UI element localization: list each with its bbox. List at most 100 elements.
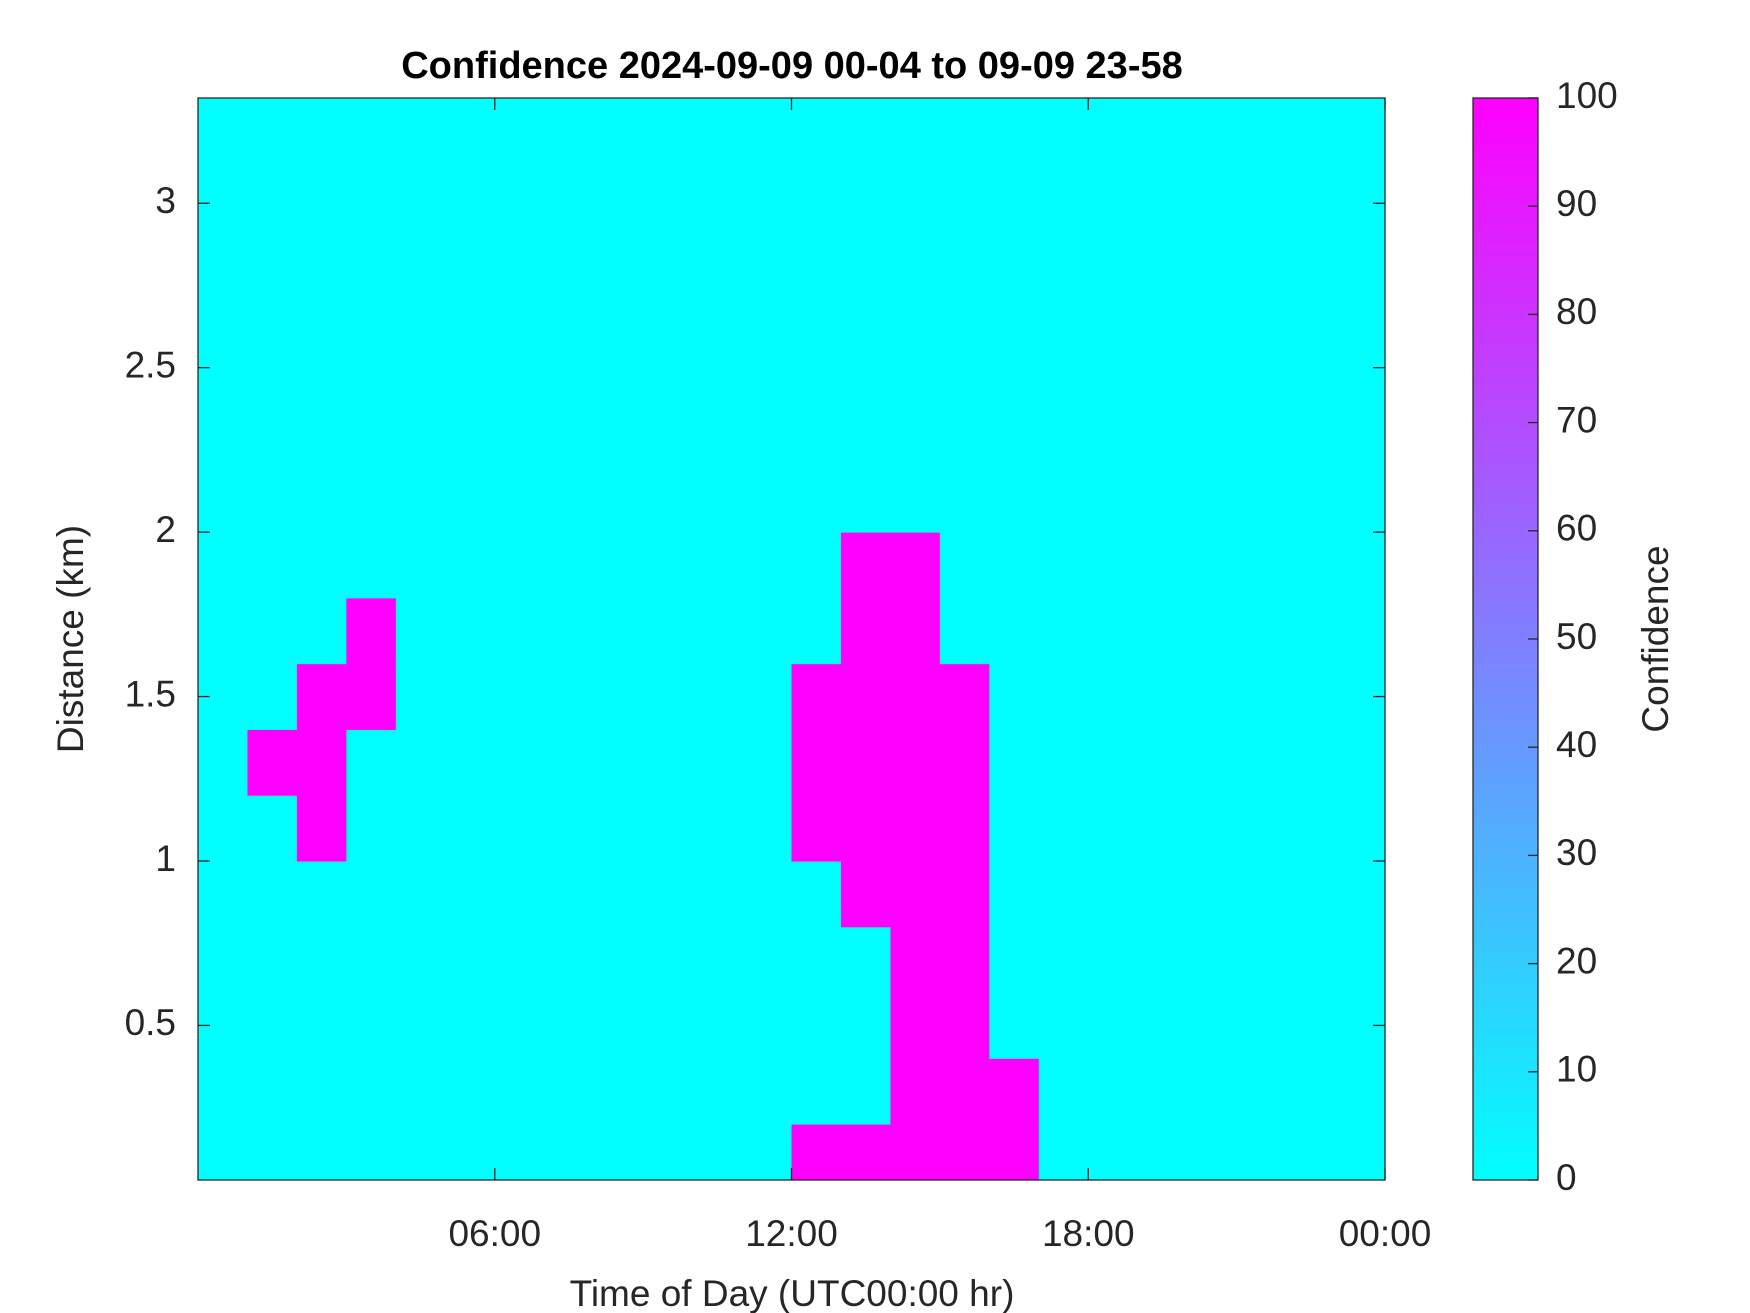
heatmap-cell bbox=[1088, 729, 1139, 796]
heatmap-cell bbox=[593, 860, 644, 928]
heatmap-cell bbox=[395, 334, 446, 402]
heatmap-cell bbox=[1187, 269, 1238, 336]
heatmap-cell bbox=[1236, 992, 1287, 1059]
colorbar-tick-label: 30 bbox=[1556, 832, 1597, 873]
heatmap-cell bbox=[939, 597, 990, 665]
colorbar-tick-label: 10 bbox=[1556, 1049, 1597, 1090]
heatmap-cell bbox=[840, 1058, 891, 1125]
heatmap-cell bbox=[1088, 137, 1139, 204]
heatmap-cell bbox=[544, 992, 595, 1059]
heatmap-cell bbox=[1335, 729, 1386, 796]
colorbar-tick-label: 0 bbox=[1556, 1157, 1577, 1198]
heatmap-cell bbox=[692, 203, 743, 270]
heatmap-cell bbox=[890, 334, 941, 402]
heatmap-cell bbox=[989, 137, 1040, 204]
heatmap-cell bbox=[840, 269, 891, 336]
heatmap-cell bbox=[1088, 98, 1139, 138]
heatmap-cell bbox=[1088, 663, 1139, 730]
heatmap-cell bbox=[939, 98, 990, 138]
heatmap-cell bbox=[296, 926, 347, 994]
heatmap-cell bbox=[1286, 466, 1337, 533]
heatmap-cell bbox=[1286, 729, 1337, 796]
heatmap-cell bbox=[346, 597, 397, 665]
heatmap-cell bbox=[1038, 597, 1089, 665]
heatmap-cell bbox=[198, 1058, 248, 1125]
heatmap-cell bbox=[445, 597, 496, 665]
y-tick-label: 0.5 bbox=[125, 1002, 176, 1043]
heatmap-cell bbox=[1137, 860, 1188, 928]
heatmap-cell bbox=[445, 992, 496, 1059]
heatmap-cell bbox=[445, 729, 496, 796]
heatmap-cell bbox=[198, 269, 248, 336]
heatmap-cell bbox=[1286, 597, 1337, 665]
heatmap-cell bbox=[643, 400, 694, 467]
y-axis-label: Distance (km) bbox=[50, 525, 91, 753]
heatmap-cell bbox=[1088, 860, 1139, 928]
x-tick-label: 18:00 bbox=[1042, 1213, 1135, 1254]
heatmap-cell bbox=[395, 597, 446, 665]
heatmap-cell bbox=[692, 663, 743, 730]
heatmap-cell bbox=[494, 992, 545, 1059]
heatmap-cell bbox=[198, 860, 248, 928]
heatmap-cell bbox=[692, 269, 743, 336]
heatmap-cell bbox=[494, 663, 545, 730]
heatmap-cell bbox=[1236, 466, 1287, 533]
heatmap-cell bbox=[742, 663, 792, 730]
heatmap-cell bbox=[445, 860, 496, 928]
heatmap-cell bbox=[445, 466, 496, 533]
heatmap-cell bbox=[346, 1058, 397, 1125]
heatmap-cell bbox=[1236, 663, 1287, 730]
heatmap-cell bbox=[346, 137, 397, 204]
heatmap-cell bbox=[890, 663, 941, 730]
heatmap-cell bbox=[989, 1124, 1040, 1181]
heatmap-cell bbox=[247, 334, 298, 402]
heatmap-cell bbox=[1335, 597, 1386, 665]
heatmap-cell bbox=[247, 466, 298, 533]
heatmap-cell bbox=[1335, 400, 1386, 467]
heatmap-cell bbox=[494, 926, 545, 994]
heatmap-cell bbox=[1236, 1058, 1287, 1125]
heatmap-cell bbox=[840, 926, 891, 994]
heatmap-cell bbox=[1236, 98, 1287, 138]
heatmap-cell bbox=[1137, 98, 1188, 138]
heatmap-cell bbox=[544, 203, 595, 270]
heatmap-cell bbox=[544, 137, 595, 204]
heatmap-cell bbox=[494, 137, 545, 204]
heatmap-cell bbox=[840, 795, 891, 862]
heatmap-cell bbox=[1335, 795, 1386, 862]
colorbar-tick-label: 80 bbox=[1556, 291, 1597, 332]
heatmap-cell bbox=[1088, 992, 1139, 1059]
heatmap-cell bbox=[791, 729, 842, 796]
heatmap-cell bbox=[989, 992, 1040, 1059]
heatmap-cell bbox=[445, 137, 496, 204]
heatmap-cell bbox=[247, 400, 298, 467]
heatmap-cell bbox=[1038, 795, 1089, 862]
heatmap-cell bbox=[346, 663, 397, 730]
heatmap-cell bbox=[939, 532, 990, 599]
heatmap-cell bbox=[198, 729, 248, 796]
heatmap-cell bbox=[1286, 98, 1337, 138]
heatmap-cell bbox=[198, 137, 248, 204]
heatmap-cell bbox=[247, 1124, 298, 1181]
heatmap-cell bbox=[544, 1124, 595, 1181]
heatmap-cell bbox=[840, 729, 891, 796]
heatmap-cell bbox=[296, 532, 347, 599]
heatmap-cell bbox=[692, 334, 743, 402]
heatmap-cell bbox=[296, 334, 347, 402]
heatmap-cell bbox=[643, 1058, 694, 1125]
heatmap-cell bbox=[1236, 137, 1287, 204]
heatmap-cell bbox=[296, 203, 347, 270]
heatmap-cell bbox=[445, 334, 496, 402]
heatmap-cell bbox=[939, 795, 990, 862]
heatmap-cell bbox=[1187, 597, 1238, 665]
heatmap-cell bbox=[494, 597, 545, 665]
heatmap-cell bbox=[1038, 663, 1089, 730]
heatmap-cell bbox=[791, 269, 842, 336]
heatmap-cell bbox=[692, 860, 743, 928]
chart-title: Confidence 2024-09-09 00-04 to 09-09 23-… bbox=[401, 45, 1183, 87]
heatmap-cell bbox=[742, 795, 792, 862]
colorbar-tick-label: 60 bbox=[1556, 508, 1597, 549]
heatmap-cell bbox=[989, 334, 1040, 402]
heatmap-cell bbox=[1286, 400, 1337, 467]
heatmap-cell bbox=[198, 203, 248, 270]
